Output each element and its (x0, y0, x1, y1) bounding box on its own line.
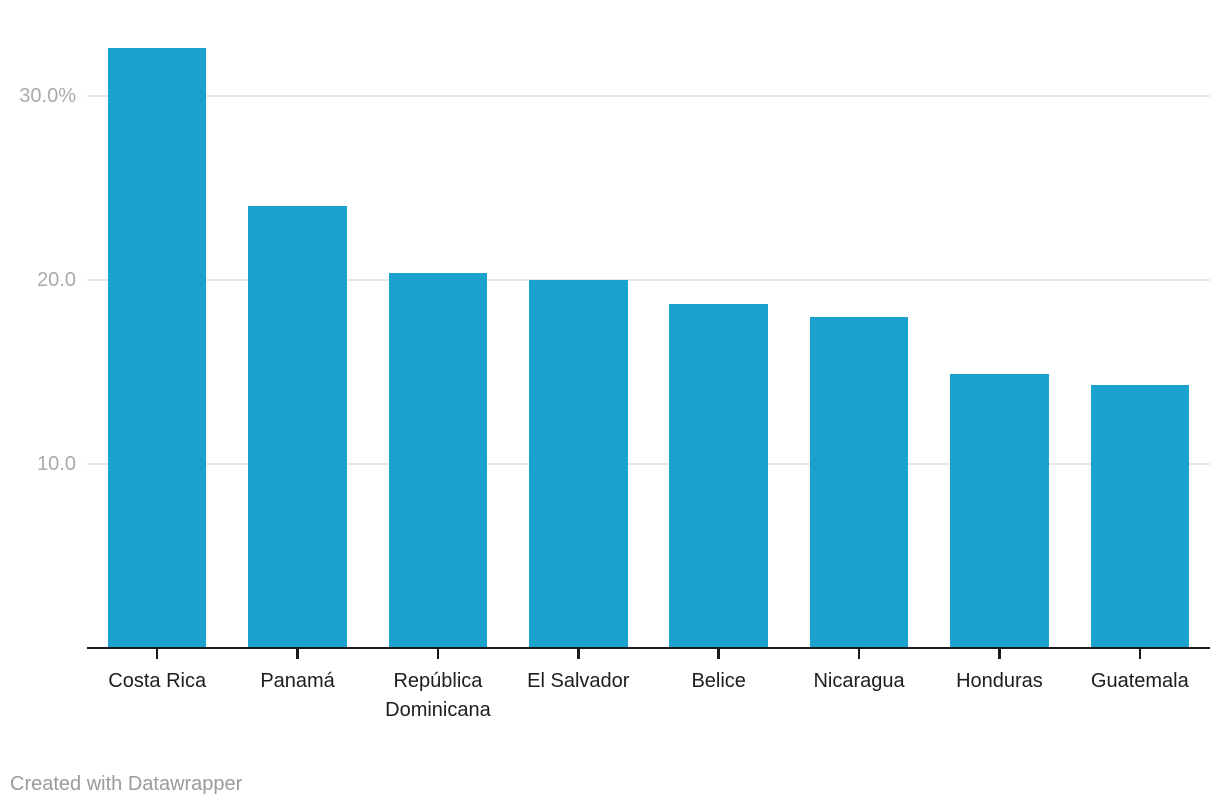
x-axis-tick (436, 649, 440, 659)
plot-area: 10.0 20.0 30.0% Costa Rica Panamá República D… (19, 48, 1210, 721)
y-tick-label: 10.0 (37, 453, 76, 475)
bar (950, 373, 1049, 648)
x-axis-tick (296, 649, 299, 659)
y-tick-label: 30.0% (19, 85, 76, 107)
bar (107, 48, 207, 648)
x-axis-tick (717, 649, 720, 659)
x-category-label: El Salvador (527, 670, 630, 692)
bar (1090, 384, 1190, 648)
x-axis-tick (857, 649, 861, 659)
x-category-label: Nicaragua (813, 670, 905, 692)
x-category-label: Belice (691, 670, 746, 692)
bar (809, 316, 909, 648)
bar (669, 303, 768, 648)
y-gridline (87, 463, 1210, 465)
x-category-label: Panamá (260, 670, 335, 692)
x-axis-line (87, 646, 1210, 649)
datawrapper-credit-link[interactable]: Created with Datawrapper (10, 773, 243, 795)
x-axis-tick (998, 649, 1001, 659)
y-tick-label: 20.0 (37, 269, 76, 291)
y-gridline (87, 95, 1210, 97)
x-category-label: República Dominicana (385, 670, 491, 721)
x-category-label: Costa Rica (108, 670, 207, 692)
x-category-label: Honduras (956, 670, 1043, 692)
x-category-label: Guatemala (1090, 670, 1189, 692)
chart-footer: Created with Datawrapper (10, 770, 242, 798)
x-axis-tick (155, 649, 159, 659)
x-axis-tick (1138, 649, 1142, 659)
bar (529, 280, 628, 648)
bar (248, 206, 347, 648)
x-axis-tick (577, 649, 580, 659)
y-gridline (87, 279, 1210, 281)
bar (388, 272, 488, 648)
